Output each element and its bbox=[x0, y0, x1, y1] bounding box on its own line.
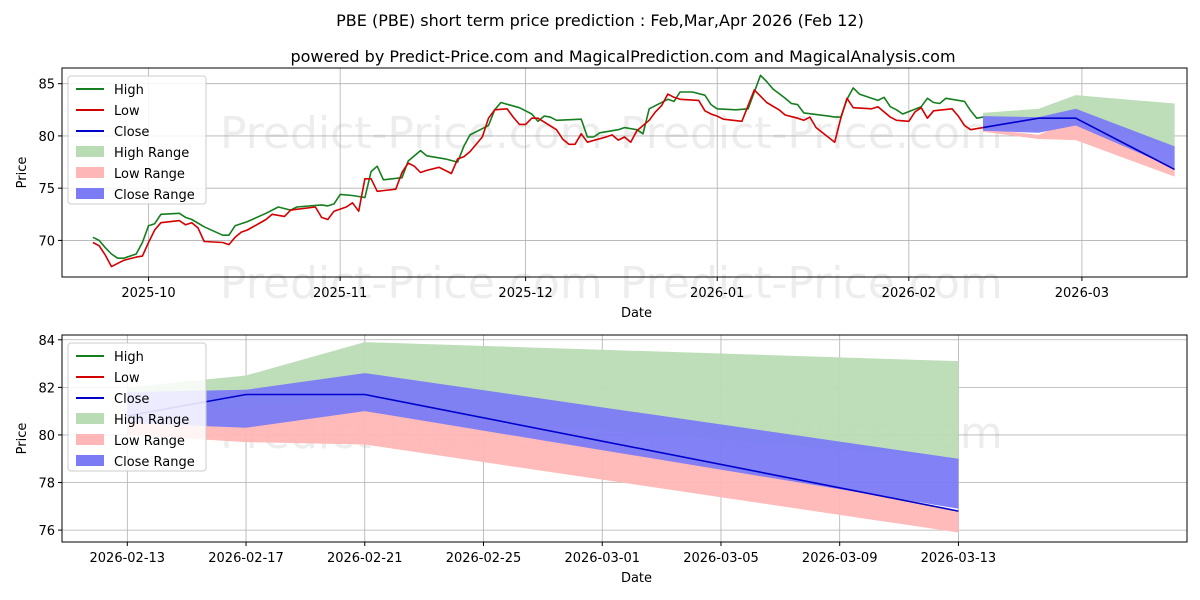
plot-frame bbox=[61, 334, 1188, 543]
y-tick-label: 76 bbox=[38, 524, 55, 539]
plot-frame bbox=[61, 67, 1188, 278]
close-range-band bbox=[983, 108, 1175, 169]
x-tick-label: 2025-10 bbox=[121, 286, 175, 301]
legend-swatch-patch bbox=[76, 413, 104, 424]
legend-swatch-patch bbox=[76, 434, 104, 445]
x-tick-label: 2025-11 bbox=[313, 286, 367, 301]
y-tick-label: 80 bbox=[38, 130, 55, 145]
forecast-chart-panel: Predict-Price.comPredict-Price.com2026-0… bbox=[15, 334, 1188, 586]
x-axis-label: Date bbox=[621, 306, 652, 321]
low-price-line bbox=[92, 89, 984, 268]
watermark-text: Predict-Price.com bbox=[620, 108, 1003, 159]
x-axis-label: Date bbox=[621, 571, 652, 586]
x-tick-label: 2025-12 bbox=[498, 286, 552, 301]
chart-subtitle: powered by Predict-Price.com and Magical… bbox=[290, 47, 955, 66]
x-tick-label: 2026-02-21 bbox=[327, 551, 403, 566]
legend-label: Close Range bbox=[114, 455, 195, 470]
watermark-text: Predict-Price.com bbox=[220, 108, 603, 159]
legend-label: High bbox=[114, 83, 144, 98]
low-range-band bbox=[983, 119, 1175, 177]
close-forecast-line bbox=[982, 117, 1175, 171]
legend-label: Low bbox=[114, 371, 140, 386]
x-tick-label: 2026-03-13 bbox=[921, 551, 997, 566]
legend-swatch-patch bbox=[76, 167, 104, 178]
legend-label: Low Range bbox=[114, 167, 185, 182]
x-tick-label: 2026-03-05 bbox=[683, 551, 759, 566]
y-tick-label: 80 bbox=[38, 429, 55, 444]
y-tick-label: 85 bbox=[38, 78, 55, 93]
chart-title: PBE (PBE) short term price prediction : … bbox=[336, 11, 864, 30]
legend-label: High Range bbox=[114, 413, 189, 428]
x-tick-label: 2026-02 bbox=[882, 286, 936, 301]
close-range-band bbox=[127, 373, 959, 509]
y-tick-label: 84 bbox=[38, 334, 55, 349]
watermark-text: Predict-Price.com bbox=[220, 258, 603, 309]
y-tick-label: 78 bbox=[38, 477, 55, 492]
x-tick-label: 2026-02-13 bbox=[90, 551, 166, 566]
x-tick-label: 2026-03 bbox=[1055, 286, 1109, 301]
y-axis-label: Price bbox=[15, 423, 30, 455]
y-tick-label: 75 bbox=[38, 182, 55, 197]
high-price-line bbox=[92, 74, 984, 259]
y-tick-label: 70 bbox=[38, 234, 55, 249]
legend-label: Close bbox=[114, 125, 149, 140]
legend-label: High bbox=[114, 350, 144, 365]
legend-label: Close bbox=[114, 392, 149, 407]
legend-label: Close Range bbox=[114, 188, 195, 203]
y-axis-label: Price bbox=[15, 157, 30, 189]
watermark-text: Predict-Price.com bbox=[620, 258, 1003, 309]
legend-label: High Range bbox=[114, 146, 189, 161]
y-tick-label: 82 bbox=[38, 381, 55, 396]
legend-swatch-patch bbox=[76, 146, 104, 157]
x-tick-label: 2026-02-25 bbox=[446, 551, 522, 566]
legend-label: Low bbox=[114, 104, 140, 119]
x-tick-label: 2026-03-09 bbox=[802, 551, 878, 566]
legend-swatch-patch bbox=[76, 188, 104, 199]
x-tick-label: 2026-02-17 bbox=[208, 551, 284, 566]
legend-swatch-patch bbox=[76, 455, 104, 466]
x-tick-label: 2026-03-01 bbox=[564, 551, 640, 566]
history-chart-panel: Predict-Price.com Predict-Price.com Predic… bbox=[15, 67, 1188, 321]
low-range-band bbox=[127, 396, 959, 533]
x-tick-label: 2026-01 bbox=[690, 286, 744, 301]
legend-label: Low Range bbox=[114, 434, 185, 449]
